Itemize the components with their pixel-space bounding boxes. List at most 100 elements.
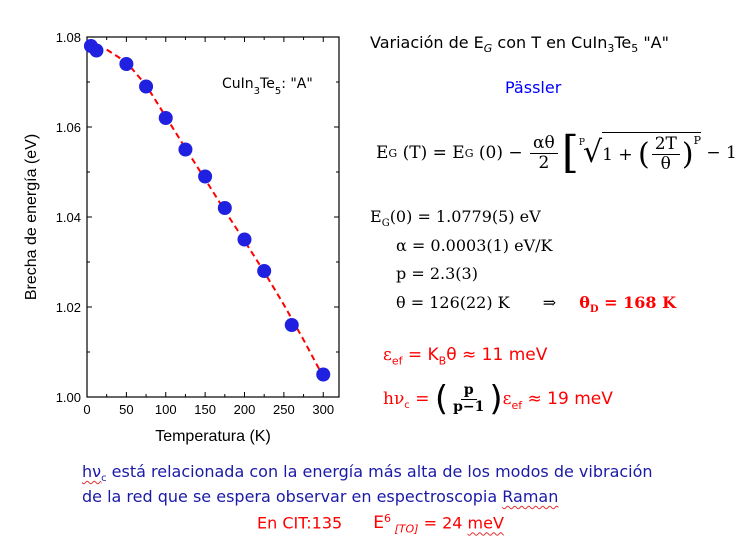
eps-sub: ef: [391, 354, 403, 368]
x-tick-label: 0: [83, 402, 90, 417]
data-point: [119, 57, 134, 71]
data-point: [139, 79, 154, 94]
param-eg0: EG(0) = 1.0779(5) eV: [370, 207, 541, 229]
title-text: Variación de E: [370, 33, 484, 52]
y-axis-label: Brecha de energía (eV): [23, 134, 40, 300]
implies-arrow: ⇒: [542, 293, 557, 312]
hvc-eq: =: [409, 389, 435, 409]
hvc-eps: ε: [502, 389, 512, 409]
data-point: [178, 142, 193, 157]
data-point: [284, 318, 299, 332]
root-body: 1 + ( 2T θ ) P: [602, 132, 701, 173]
x-tick-label: 100: [155, 402, 177, 417]
data-point: [89, 43, 104, 58]
cit-ref: En CIT:135: [257, 513, 343, 533]
kb-sub: B: [438, 354, 447, 368]
tick-labels: 0 50 100 150 200 250 300 1.00 1.02 1.04 1.06 1.08: [56, 30, 334, 417]
theta-d-symbol: θ: [579, 293, 590, 312]
left-bracket: [: [561, 127, 579, 178]
right-paren: ): [681, 137, 694, 172]
data-points: [83, 39, 331, 382]
bottom-sup: 6: [384, 512, 392, 525]
root-sign: √: [582, 135, 603, 170]
note-line-2: de la red que se espera observar en espe…: [82, 487, 558, 506]
param-p: p = 2.3(3): [396, 264, 478, 283]
title-sub: G: [483, 42, 493, 56]
hvc-line: hν c = ( p p−1 ) ε ef ≈ 19 meV: [383, 382, 613, 416]
axis-ticks: [86, 36, 339, 398]
hvc-left-paren: (: [434, 379, 449, 419]
formula-fraction: αθ 2: [530, 134, 558, 172]
note-hv-symbol: hν: [82, 462, 102, 481]
x-tick-label: 300: [312, 402, 334, 417]
inner-fraction: 2T θ: [651, 135, 680, 174]
bottom-unit: meV: [467, 513, 504, 533]
note-hv-sub: c: [101, 473, 107, 485]
eps-eq: = K: [402, 345, 439, 365]
formula-frac-den: 2: [538, 152, 550, 173]
theta-d: θD = 168 K: [579, 293, 676, 315]
y-tick-label: 1.02: [56, 300, 81, 315]
eps-ef-line: εef = KBθ ≈ 11 meV: [383, 345, 547, 367]
formula-rhs-sub: G: [464, 146, 474, 160]
inset-label: CuIn3Te5: "A": [222, 76, 313, 97]
y-tick-label: 1.04: [56, 210, 81, 225]
eg0-e: E: [370, 207, 382, 226]
y-tick-label: 1.06: [56, 120, 81, 135]
hvc-value: ≈ 19 meV: [522, 389, 613, 409]
data-point: [217, 201, 232, 215]
root-index: P: [578, 138, 585, 148]
x-tick-label: 250: [273, 402, 295, 417]
title-post: "A": [638, 33, 669, 52]
title-sub3: 3: [607, 42, 615, 56]
note-raman: Raman: [502, 487, 559, 506]
formula-lhs-sub: G: [388, 146, 398, 160]
title-text-mid: con T en CuIn: [492, 33, 608, 52]
bottom-line: En CIT:135 E6 [TO] = 24 meV: [257, 512, 504, 536]
left-paren: (: [637, 137, 650, 172]
x-tick-label: 150: [194, 402, 216, 417]
data-point: [257, 264, 272, 278]
title-te: Te: [614, 33, 632, 52]
param-alpha: α = 0.0003(1) eV/K: [396, 236, 553, 255]
formula-lhs-rest: (T) = E: [397, 143, 465, 163]
slide-title: Variación de EG con T en CuIn3Te5 "A": [370, 33, 669, 55]
hvc-sub: c: [404, 399, 410, 411]
inner-frac-den: θ: [660, 154, 671, 174]
note-hv: hνc: [82, 462, 107, 485]
bottom-sub: [TO]: [391, 522, 419, 536]
hvc-symbol: hν: [383, 389, 405, 409]
eg0-sub: G: [381, 218, 390, 230]
bottom-e: E: [373, 513, 385, 534]
eg0-value: (0) = 1.0779(5) eV: [389, 207, 541, 226]
hvc-frac-den: p−1: [453, 398, 485, 415]
hvc-fraction: p p−1: [450, 382, 487, 415]
formula-rhs-rest: (0) −: [473, 143, 529, 163]
y-tick-label: 1.08: [56, 30, 81, 45]
formula-lhs: E: [376, 143, 389, 163]
hvc-frac-num: p: [460, 382, 477, 400]
note-text-1: está relacionada con la energía más alta…: [106, 462, 653, 481]
passler-label: Pässler: [505, 78, 562, 97]
x-tick-label: 200: [234, 402, 256, 417]
formula-inner: 1 +: [602, 144, 638, 165]
bottom-value: = 24: [418, 513, 468, 533]
eps-symbol: ε: [383, 345, 392, 365]
note-text-2: de la red que se espera observar en espe…: [82, 487, 503, 506]
data-point: [158, 111, 173, 125]
note-line-1: hνc está relacionada con la energía más …: [82, 462, 653, 484]
hvc-right-paren: ): [489, 379, 503, 419]
hvc-eps-sub: ef: [511, 398, 523, 412]
x-axis-label: Temperatura (K): [155, 428, 271, 445]
theta-d-value: = 168 K: [598, 293, 676, 312]
data-point: [198, 169, 213, 184]
inner-frac-num: 2T: [651, 135, 680, 155]
data-point: [316, 367, 331, 382]
y-tick-label: 1.00: [56, 390, 81, 405]
title-sub5: 5: [631, 42, 639, 56]
x-tick-label: 50: [119, 402, 133, 417]
data-point: [237, 232, 252, 247]
formula-exponent: P: [693, 134, 701, 147]
